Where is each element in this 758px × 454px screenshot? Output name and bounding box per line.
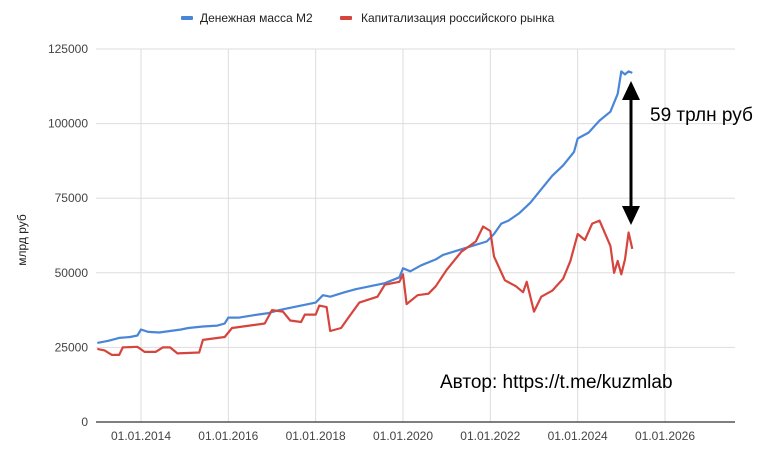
y-tick-label: 75000 <box>55 191 89 205</box>
y-tick-label: 50000 <box>55 266 89 280</box>
author-credit: Автор: https://t.me/kuzmlab <box>440 372 673 393</box>
series-line-market-cap <box>97 219 634 356</box>
x-tick-label: 01.01.2024 <box>548 429 608 443</box>
x-tick-label: 01.01.2020 <box>373 429 433 443</box>
y-tick-label: 25000 <box>55 340 89 354</box>
legend: Денежная масса М2 Капитализация российск… <box>181 11 555 25</box>
legend-label-m2: Денежная масса М2 <box>200 11 313 25</box>
y-tick-label: 100000 <box>48 117 88 131</box>
gap-arrow <box>622 81 640 225</box>
legend-swatch-m2 <box>181 16 193 20</box>
y-axis-ticks: 0 25000 50000 75000 100000 125000 <box>48 42 88 429</box>
gap-label: 59 трлн руб <box>650 105 753 126</box>
x-axis-ticks: 01.01.2014 01.01.2016 01.01.2018 01.01.2020… <box>111 429 695 443</box>
x-tick-label: 01.01.2016 <box>198 429 258 443</box>
x-tick-label: 01.01.2014 <box>111 429 171 443</box>
x-tick-label: 01.01.2022 <box>460 429 520 443</box>
series-line-m2 <box>97 70 633 344</box>
y-tick-label: 125000 <box>48 42 88 56</box>
x-tick-label: 01.01.2026 <box>635 429 695 443</box>
legend-swatch-market-cap <box>340 16 352 20</box>
y-tick-label: 0 <box>81 415 88 429</box>
legend-label-market-cap: Капитализация российского рынка <box>361 11 555 25</box>
y-axis-label: млрд руб <box>15 214 29 266</box>
x-tick-label: 01.01.2018 <box>286 429 346 443</box>
grid <box>96 48 735 422</box>
series-lines <box>97 70 634 356</box>
